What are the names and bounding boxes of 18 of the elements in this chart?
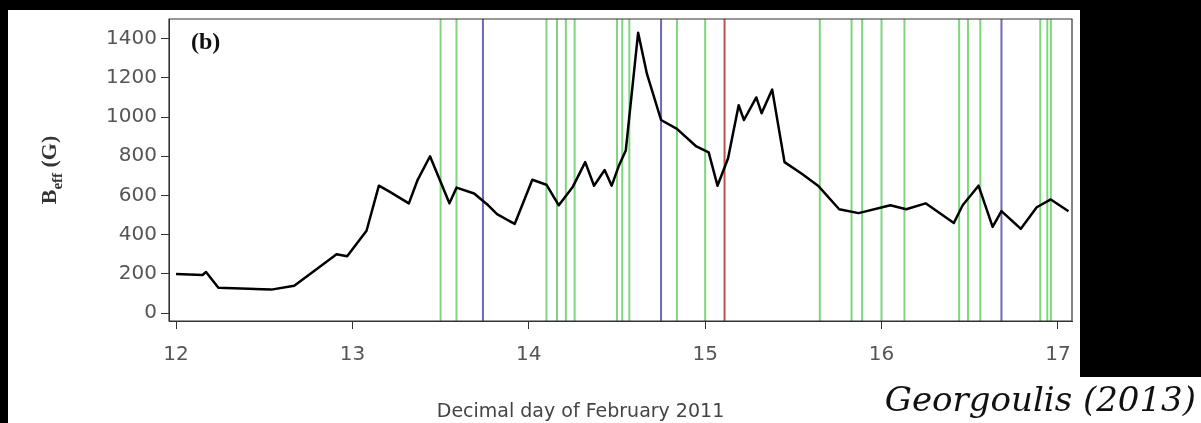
x-axis-title: Decimal day of February 2011 — [436, 399, 725, 421]
x-tick-label: 13 — [339, 341, 366, 366]
y-tick-label: 200 — [118, 260, 157, 285]
x-tick-label: 16 — [868, 341, 895, 366]
y-tick-label: 600 — [118, 181, 157, 206]
y-tick-label: 1000 — [106, 103, 157, 128]
text: Georgoulis (2013) — [884, 379, 1197, 419]
y-tick-label: 800 — [118, 142, 157, 167]
y-axis-title: Beff (G) — [36, 135, 65, 205]
x-tick-label: 14 — [516, 341, 542, 366]
y-tick-label: 1400 — [106, 24, 157, 49]
y-tick-label: 0 — [144, 299, 157, 324]
x-tick-label: 17 — [1045, 341, 1071, 366]
y-tick-label: 1200 — [106, 64, 157, 89]
y-tick-label: 400 — [118, 220, 157, 245]
x-tick-label: 12 — [163, 341, 189, 366]
annotation: (b) — [191, 28, 221, 54]
x-tick-label: 15 — [692, 341, 718, 366]
